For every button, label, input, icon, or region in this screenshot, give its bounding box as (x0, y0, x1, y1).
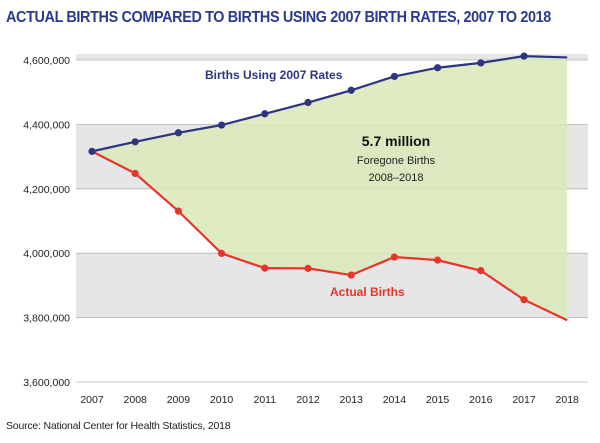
grid-band (76, 54, 588, 60)
series-label-actual: Actual Births (330, 285, 405, 299)
x-tick-label: 2007 (80, 394, 104, 406)
y-tick-label: 3,600,000 (23, 377, 70, 389)
data-point-actual (218, 249, 226, 257)
x-tick-label: 2012 (296, 394, 320, 406)
data-point-projected (520, 52, 528, 60)
data-point-actual (477, 267, 485, 275)
series-line-projected (91, 55, 568, 153)
y-tick-label: 4,400,000 (23, 119, 70, 131)
annotation-headline: 5.7 million (362, 133, 430, 149)
series-layer (88, 52, 568, 322)
data-point-actual (261, 264, 269, 272)
data-point-actual (347, 271, 355, 279)
data-point-projected (477, 59, 485, 67)
annotation-line2: 2008–2018 (368, 172, 423, 184)
x-tick-label: 2016 (469, 394, 493, 406)
label-layer: Births Using 2007 Rates Actual Births 5.… (205, 68, 436, 299)
y-tick-label: 4,600,000 (23, 55, 70, 67)
data-point-actual (520, 296, 528, 304)
data-point-projected (390, 72, 398, 81)
data-point-projected (218, 121, 226, 129)
y-tick-label: 3,800,000 (23, 313, 70, 325)
data-point-actual (434, 256, 442, 264)
foregone-area (92, 56, 568, 321)
series-line-actual (91, 150, 568, 322)
x-tick-label: 2010 (210, 394, 234, 406)
data-point-projected (88, 147, 96, 155)
x-tick-label: 2018 (556, 394, 580, 406)
x-tick-label: 2008 (124, 394, 148, 406)
data-point-actual (174, 207, 182, 215)
annotation-line1: Foregone Births (357, 155, 436, 167)
data-point-projected (131, 138, 139, 146)
x-tick-label: 2014 (383, 394, 407, 406)
data-point-projected (261, 110, 269, 118)
y-tick-label: 4,200,000 (23, 184, 70, 196)
series-label-projected: Births Using 2007 Rates (205, 68, 343, 82)
data-point-projected (347, 86, 355, 94)
data-point-actual (390, 253, 398, 261)
x-tick-label: 2013 (340, 394, 364, 406)
data-point-actual (131, 169, 139, 178)
fill-layer (92, 56, 568, 321)
x-tick-label: 2011 (254, 394, 277, 406)
x-tick-label: 2017 (512, 394, 536, 406)
x-tick-label: 2009 (167, 394, 191, 406)
data-point-projected (174, 129, 182, 137)
data-point-projected (434, 64, 442, 72)
y-tick-label: 4,000,000 (23, 248, 70, 260)
axis-layer: 3,600,000 3,800,000 4,000,000 4,200,000 4,40… (23, 55, 579, 406)
chart-title: ACTUAL BIRTHS COMPARED TO BIRTHS USING 2… (6, 9, 551, 26)
x-tick-label: 2015 (426, 394, 450, 406)
data-point-projected (304, 98, 312, 107)
data-point-actual (304, 264, 312, 272)
source-note: Source: National Center for Health Stati… (6, 420, 231, 432)
